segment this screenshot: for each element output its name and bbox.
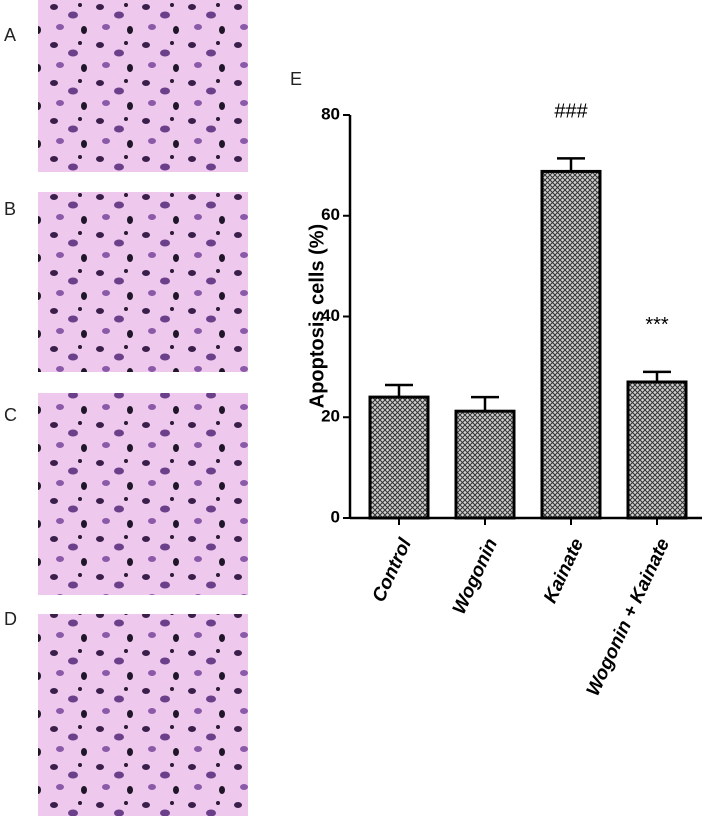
panel-label: B (4, 199, 16, 219)
panel-label: C (4, 405, 17, 425)
x-tick-label: Wogonin + Kainate (583, 535, 675, 699)
micrograph (38, 0, 248, 172)
panel-label: D (4, 609, 17, 629)
x-tick-label: Kainate (540, 535, 588, 606)
micrograph (38, 614, 248, 816)
panel-label: E (290, 69, 302, 89)
micrograph (38, 393, 248, 595)
y-axis-label: Apoptosis cells (%) (306, 224, 328, 408)
bar (454, 409, 516, 520)
bar (626, 380, 688, 520)
x-tick-label: Control (368, 535, 416, 606)
y-tick-label: 80 (321, 104, 340, 123)
bar (540, 169, 602, 520)
y-tick-label: 0 (331, 507, 340, 526)
bar (368, 395, 430, 520)
micrograph (38, 192, 248, 372)
significance-label: *** (645, 314, 669, 336)
significance-label: ### (554, 101, 588, 123)
micrographs: A B C D (4, 0, 248, 816)
y-tick-label: 40 (321, 306, 340, 325)
y-tick-label: 20 (321, 407, 340, 426)
x-tick-label: Wogonin (449, 535, 502, 617)
panel-label: A (4, 25, 16, 45)
y-tick-label: 60 (321, 205, 340, 224)
